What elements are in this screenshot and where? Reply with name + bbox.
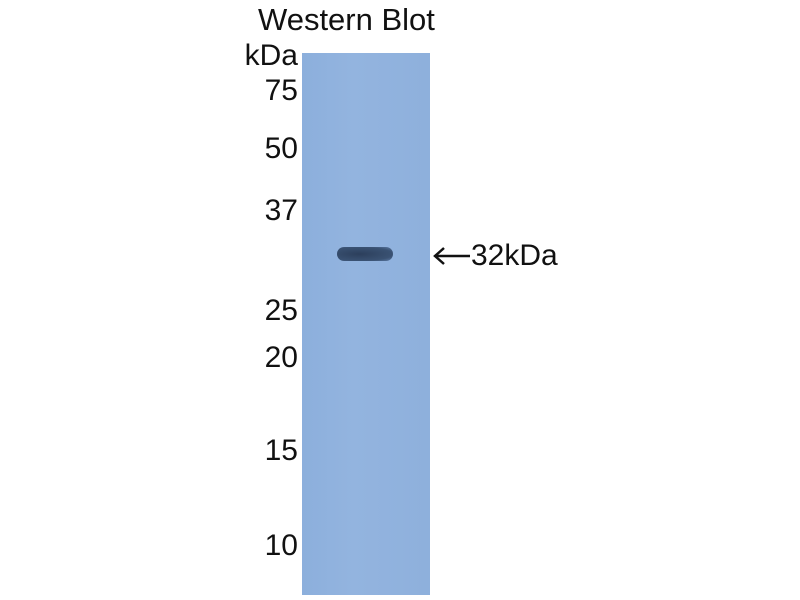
marker-37: 37 — [264, 194, 298, 227]
title: Western Blot — [258, 2, 435, 37]
arrow-left-icon — [433, 247, 470, 265]
band-label: 32kDa — [471, 239, 558, 272]
protein-band — [337, 247, 393, 261]
marker-75: 75 — [264, 74, 298, 107]
marker-50: 50 — [264, 132, 298, 165]
unit-label: kDa — [244, 39, 298, 72]
marker-25: 25 — [264, 294, 298, 327]
marker-20: 20 — [264, 341, 298, 374]
marker-15: 15 — [264, 434, 298, 467]
marker-10: 10 — [264, 529, 298, 562]
blot-lane — [302, 53, 430, 595]
